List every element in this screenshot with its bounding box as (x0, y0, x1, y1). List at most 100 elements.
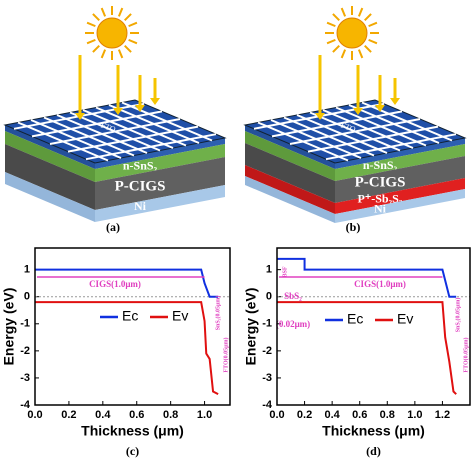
sun (96, 17, 128, 49)
layer-label: P-CIGS (115, 178, 166, 194)
sun-ray (326, 38, 336, 45)
y-axis-label: Energy (eV) (1, 288, 17, 366)
layer-front (335, 156, 465, 203)
series-line (35, 301, 219, 396)
sun-ray (364, 13, 372, 21)
y-tick-label: -4 (20, 399, 31, 411)
layer-front (95, 144, 225, 182)
layer-label: n-SnS₂ (123, 158, 158, 172)
ray-head (75, 113, 85, 120)
x-tick-label: 0.8 (380, 409, 395, 421)
x-axis-label: Thickness (μm) (322, 423, 425, 439)
layer-label: Ni (134, 199, 147, 213)
layer-front (335, 178, 465, 214)
ray-head (135, 105, 145, 112)
sun-ray (117, 7, 124, 17)
sun-ray (117, 49, 124, 59)
grid-finger (82, 109, 174, 149)
sun-ray (326, 21, 336, 28)
sun-ray (92, 45, 100, 53)
y-tick-label: -1 (262, 318, 272, 330)
layer-label: P-CIGS (355, 174, 406, 190)
layer-side (5, 144, 95, 210)
caption: (d) (366, 444, 381, 458)
y-tick-label: 1 (24, 264, 30, 276)
plot-frame (276, 247, 471, 406)
sun-ray (100, 7, 107, 17)
x-tick-label: 0.6 (129, 409, 144, 421)
sun (336, 17, 368, 49)
annotation: SnS₂(0.05μm) (454, 298, 461, 333)
grid-finger (335, 106, 427, 147)
layer-front (335, 189, 465, 223)
annotation: FTO(0.05μm) (462, 337, 469, 372)
x-tick-label: 0.0 (269, 409, 284, 421)
x-tick-label: 0.4 (95, 409, 111, 421)
annotation: CIGS(1.0μm) (354, 279, 406, 289)
x-tick-label: 1.0 (197, 409, 212, 421)
layer-label: n-SnS₂ (363, 158, 398, 172)
x-tick-label: 0.0 (27, 409, 42, 421)
sun-ray (124, 13, 132, 21)
ray-head (113, 108, 123, 115)
x-tick-label: 1.2 (435, 409, 450, 421)
grid-finger (85, 133, 217, 161)
x-tick-label: 0.4 (324, 409, 340, 421)
layer-label: Ni (374, 201, 387, 215)
caption: (a) (106, 220, 120, 234)
grid-finger (121, 101, 213, 142)
series-line (35, 268, 219, 298)
sun-ray (340, 49, 347, 59)
annotation: SnS₂(0.05μm) (214, 296, 221, 331)
annotation: SbS₂ (284, 291, 302, 301)
layer-side (245, 143, 335, 203)
sun-ray (357, 7, 364, 17)
sun-ray (128, 21, 138, 28)
annotation: BSF (282, 266, 288, 277)
x-tick-label: 0.6 (352, 409, 367, 421)
y-tick-label: -3 (20, 372, 30, 384)
x-tick-label: 0.8 (163, 409, 178, 421)
ray-head (315, 113, 325, 120)
sun-ray (332, 13, 340, 21)
layer-label: P⁺-Sb₂S₃ (358, 191, 403, 205)
layer-side (5, 131, 95, 182)
plot-frame (34, 247, 231, 406)
sun-ray (100, 49, 107, 59)
y-tick-label: 0 (266, 291, 272, 303)
sun-ray (340, 7, 347, 17)
layer-front (95, 138, 225, 169)
grid-finger (49, 118, 181, 145)
grid-finger (95, 106, 187, 147)
y-tick-label: 1 (266, 264, 272, 276)
sun-ray (368, 38, 378, 45)
sun-ray (357, 49, 364, 59)
ray-head (390, 98, 400, 105)
layer-side (5, 125, 95, 169)
layer-side (245, 165, 335, 214)
y-tick-label: -3 (262, 372, 272, 384)
grid-finger (289, 118, 421, 145)
layer-front (95, 157, 225, 210)
x-axis-label: Thickness (μm) (81, 423, 184, 439)
sun-ray (364, 45, 372, 53)
sun-ray (92, 13, 100, 21)
sun-ray (86, 21, 96, 28)
series-line (277, 257, 457, 298)
layer-side (245, 125, 335, 169)
ray-head (375, 105, 385, 112)
caption: (c) (126, 444, 139, 458)
grid-finger (108, 104, 200, 144)
ray-head (353, 108, 363, 115)
y-tick-label: -2 (262, 345, 272, 357)
sun-ray (128, 38, 138, 45)
layer-side (245, 131, 335, 181)
annotation: FTO(0.05μm) (222, 337, 229, 372)
legend-label: Ev (172, 308, 188, 324)
annotation: CIGS(1.0μm) (89, 279, 141, 289)
y-tick-label: -1 (20, 318, 30, 330)
layer-front (335, 138, 465, 169)
y-tick-label: 0 (24, 291, 30, 303)
legend-label: Ev (397, 311, 413, 327)
x-tick-label: 0.2 (61, 409, 76, 421)
